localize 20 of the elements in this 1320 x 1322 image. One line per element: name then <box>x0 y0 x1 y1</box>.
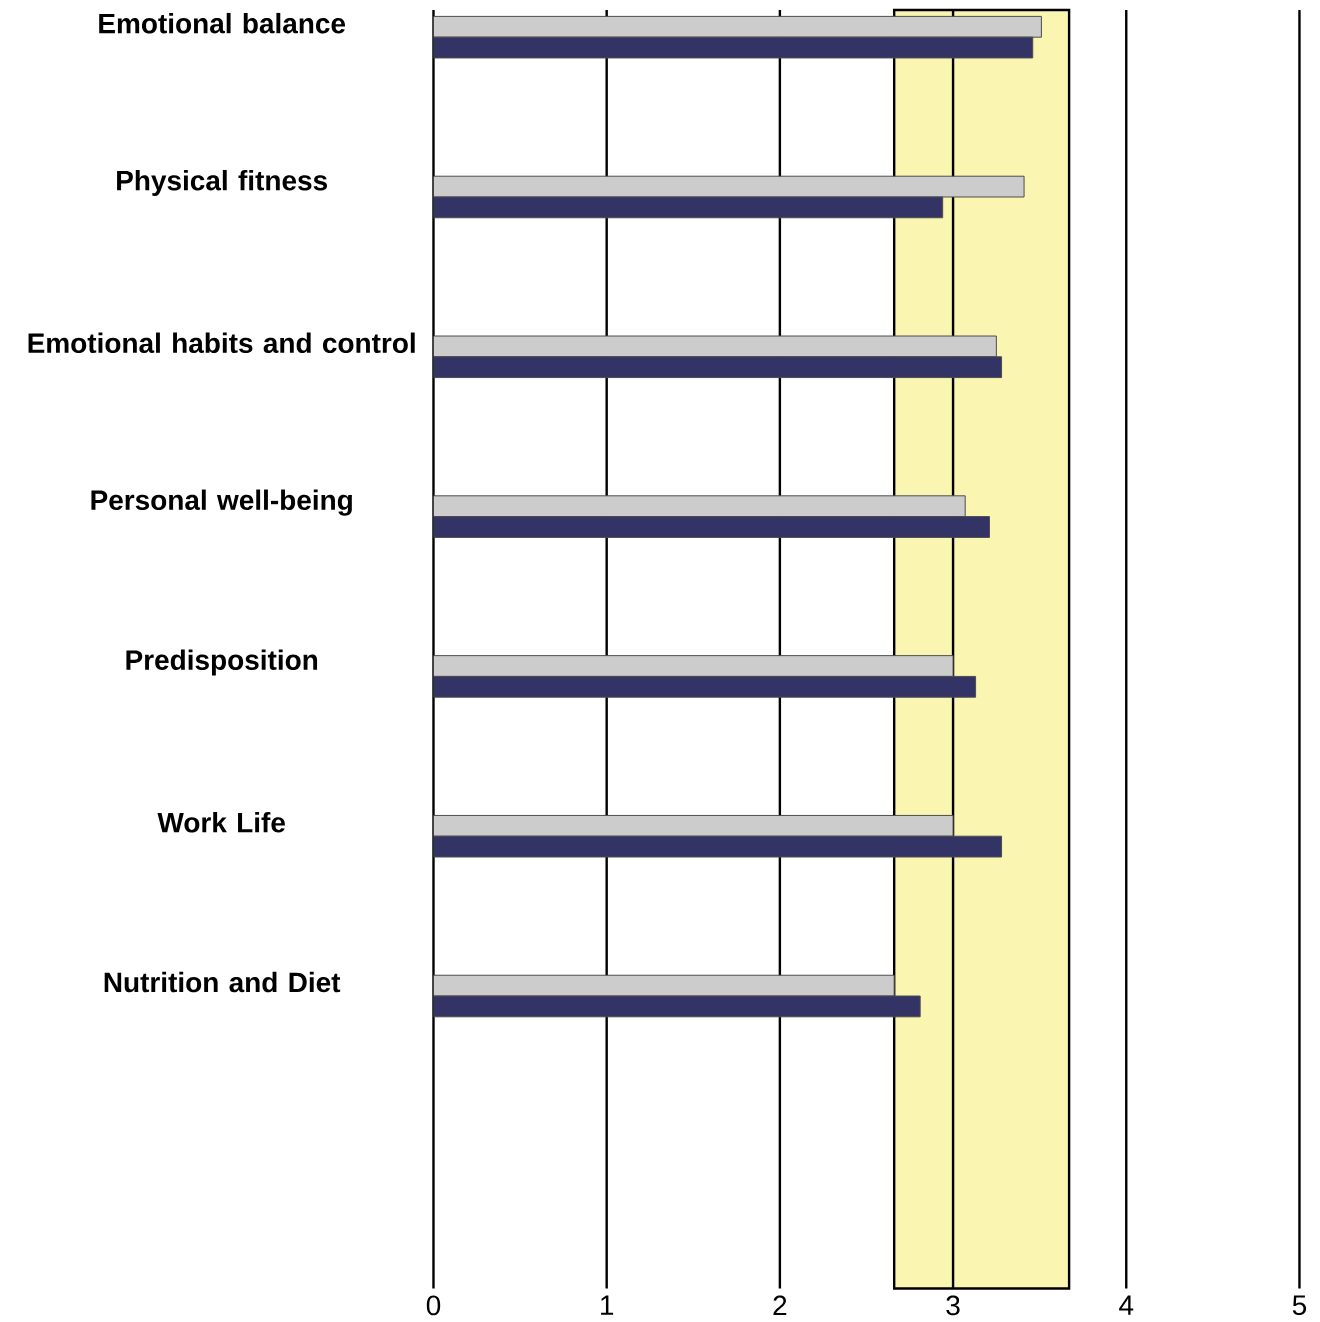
x-tick-label: 0 <box>426 1295 440 1316</box>
bar <box>433 15 1042 38</box>
y-tick-label: Emotional balance <box>99 12 345 34</box>
x-tick-label: 3 <box>946 1295 960 1316</box>
bar <box>433 335 997 358</box>
y-tick-label: Nutrition and Diet <box>104 971 340 993</box>
bar <box>433 495 966 518</box>
y-tick-label: Work Life <box>157 811 285 833</box>
x-tick-label: 2 <box>773 1295 787 1316</box>
y-tick-label: Predisposition <box>126 649 317 676</box>
x-tick-label: 1 <box>600 1295 613 1315</box>
bar <box>433 814 954 837</box>
y-tick-label: Personal well-being <box>91 489 352 516</box>
x-tick-label: 4 <box>1118 1295 1134 1315</box>
bar <box>433 175 1025 198</box>
bar <box>433 655 954 677</box>
x-tick-label: 5 <box>1292 1295 1306 1316</box>
y-tick-label: Emotional habits and control <box>28 332 415 354</box>
bar <box>433 974 895 997</box>
y-tick-label: Physical fitness <box>116 169 327 197</box>
